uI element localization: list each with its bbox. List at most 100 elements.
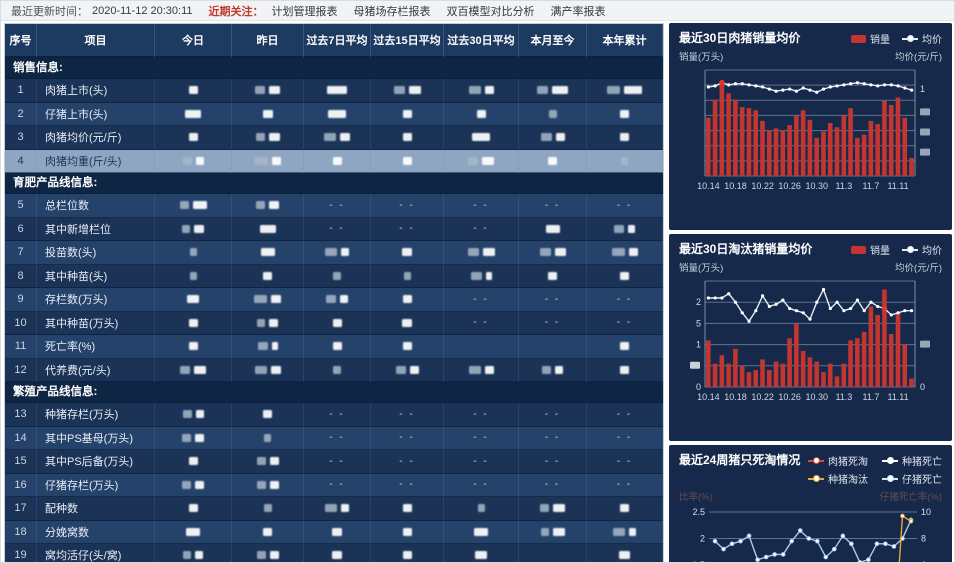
redacted-block	[325, 504, 337, 513]
dash-value: - -	[616, 199, 633, 211]
row-label-cell[interactable]: 总栏位数	[37, 194, 155, 218]
dash-value: - -	[473, 455, 489, 467]
value-cell	[232, 194, 304, 218]
svg-text:10.22: 10.22	[751, 181, 774, 191]
value-cell	[232, 335, 304, 359]
row-label-cell[interactable]: 投苗数(头)	[37, 241, 155, 265]
redacted-block	[182, 480, 191, 489]
redacted-value	[182, 433, 204, 442]
chart-title: 最近30日肉猪销量均价	[679, 31, 801, 45]
redacted-value	[187, 295, 199, 304]
legend-line-swatch	[902, 35, 918, 42]
value-cell	[371, 520, 444, 544]
svg-text:11.3: 11.3	[835, 392, 852, 402]
row-label-cell[interactable]: 配种数	[37, 497, 155, 521]
value-cell	[155, 126, 232, 150]
recent-focus-label: 近期关注：	[208, 5, 264, 18]
redacted-value	[614, 224, 635, 233]
value-cell: - -	[304, 426, 371, 450]
redacted-block	[545, 224, 560, 233]
chart-card-cull-sales: 最近30日淘汰猪销量均价 销量 均价 销量(万头) 均价(元/斤) 2 5 1 0 0 10.14 1…	[669, 234, 952, 441]
value-cell	[304, 149, 371, 173]
nav-link[interactable]: 计划管理报表	[271, 5, 338, 18]
legend-item[interactable]: 销量	[851, 31, 890, 46]
row-label-cell[interactable]: 仔猪存栏(万头)	[37, 473, 155, 497]
value-cell: - -	[519, 403, 587, 427]
row-label-cell[interactable]: 肉猪上市(头)	[37, 79, 155, 103]
redacted-block	[620, 271, 629, 280]
row-label-cell[interactable]: 分娩窝数	[37, 520, 155, 544]
redacted-value	[257, 342, 278, 351]
column-header: 今日	[155, 24, 232, 58]
redacted-block	[195, 551, 203, 560]
redacted-block	[256, 201, 265, 210]
legend-item[interactable]: 种猪死亡	[882, 453, 942, 468]
legend-item[interactable]: 仔猪死亡	[882, 471, 942, 486]
redacted-value	[402, 318, 412, 327]
nav-link[interactable]: 双百模型对比分析	[446, 5, 535, 18]
value-cell	[304, 102, 371, 126]
svg-text:10.26: 10.26	[778, 392, 801, 402]
nav-link[interactable]: 母猪场存栏报表	[353, 5, 431, 18]
row-label-cell[interactable]: 其中新增栏位	[37, 217, 155, 241]
dash-value: - -	[399, 479, 415, 491]
redacted-block	[402, 133, 412, 142]
row-index-cell: 1	[5, 79, 37, 103]
redacted-value	[475, 551, 487, 560]
nav-link[interactable]: 满产率报表	[550, 5, 606, 18]
row-index-cell: 11	[5, 335, 37, 359]
row-label-cell[interactable]: 仔猪上市(头)	[37, 102, 155, 126]
redacted-block	[182, 433, 191, 442]
redacted-block	[402, 551, 412, 560]
row-label-cell[interactable]: 其中种苗(头)	[37, 264, 155, 288]
legend-dot-icon	[887, 475, 894, 482]
row-label-cell[interactable]: 肉猪均重(斤/头)	[37, 149, 155, 173]
redacted-block	[188, 342, 198, 351]
row-label-cell[interactable]: 其中PS后备(万头)	[37, 450, 155, 474]
svg-text:10.22: 10.22	[751, 392, 774, 402]
redacted-block	[548, 156, 557, 165]
legend-item[interactable]: 销量	[851, 242, 890, 257]
value-cell: - -	[587, 194, 663, 218]
row-label-cell[interactable]: 代养费(元/头)	[37, 358, 155, 382]
value-cell	[587, 241, 663, 265]
axis-name-row: 销量(万头) 均价(元/斤)	[679, 260, 942, 274]
redacted-block	[183, 551, 191, 560]
redacted-block	[620, 365, 629, 374]
svg-text:10.30: 10.30	[806, 392, 829, 402]
legend-item[interactable]: 肉猪死淘	[808, 453, 868, 468]
section-header: 销售信息:	[5, 58, 663, 79]
redacted-value	[333, 271, 341, 280]
legend-label: 销量	[870, 35, 890, 46]
legend-item[interactable]: 均价	[902, 31, 942, 46]
redacted-block	[194, 365, 206, 374]
redacted-value	[328, 109, 346, 118]
legend-dot-icon	[813, 475, 820, 482]
value-cell	[519, 335, 587, 359]
redacted-value	[402, 551, 412, 560]
dash-value: - -	[473, 432, 489, 444]
row-label-cell[interactable]: 其中种苗(万头)	[37, 311, 155, 335]
legend-item[interactable]: 均价	[902, 242, 942, 257]
row-label-cell[interactable]: 肉猪均价(元/斤)	[37, 126, 155, 150]
value-cell: - -	[587, 426, 663, 450]
redacted-block	[263, 410, 272, 419]
row-index-cell: 12	[5, 358, 37, 382]
svg-text:1: 1	[696, 340, 701, 350]
dash-value: - -	[399, 432, 415, 444]
row-label-cell[interactable]: 种猪存栏(万头)	[37, 403, 155, 427]
row-label-cell[interactable]: 死亡率(%)	[37, 335, 155, 359]
row-label-cell[interactable]: 其中PS基母(万头)	[37, 426, 155, 450]
legend-label: 销量	[870, 246, 890, 257]
value-cell: - -	[587, 288, 663, 312]
value-cell	[232, 358, 304, 382]
chart-svg: 1 10.14 10.18 10.22 10.26 10.30 11.3 11.7 11.11	[697, 69, 930, 191]
value-cell	[232, 403, 304, 427]
redacted-value	[256, 480, 279, 489]
redacted-value	[402, 109, 412, 118]
row-label-cell[interactable]: 存栏数(万头)	[37, 288, 155, 312]
row-label-cell[interactable]: 窝均活仔(头/窝)	[37, 544, 155, 562]
value-cell	[371, 126, 444, 150]
legend-item[interactable]: 种猪淘汰	[808, 471, 868, 486]
value-cell	[587, 497, 663, 521]
